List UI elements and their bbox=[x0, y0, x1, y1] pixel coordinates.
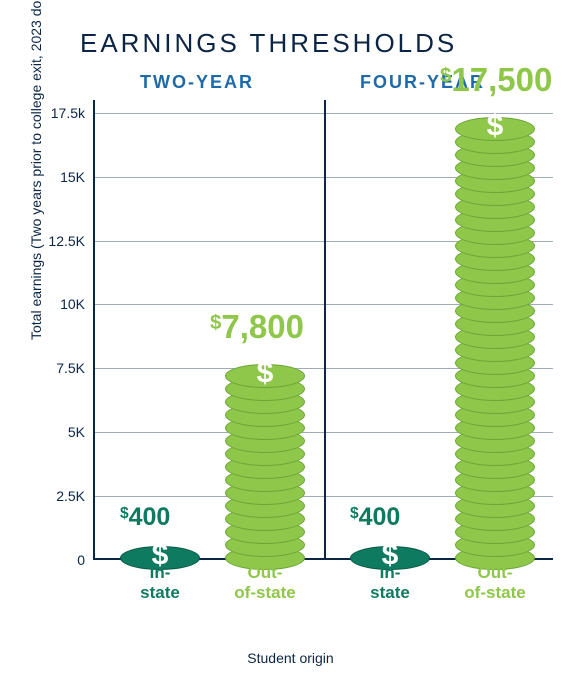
y-axis-label: Total earnings (Two years prior to colle… bbox=[28, 0, 44, 340]
plot-area: 02.5K5K7.5K10K12.5K15K17.5k$400In-state$… bbox=[68, 100, 558, 590]
y-tick-label: 2.5K bbox=[56, 488, 85, 504]
y-tick-label: 17.5k bbox=[51, 105, 85, 121]
category-label: Out-of-state bbox=[215, 563, 315, 602]
panel-divider bbox=[324, 100, 326, 560]
y-tick-label: 7.5K bbox=[56, 360, 85, 376]
y-tick-label: 10K bbox=[60, 296, 85, 312]
coin-top bbox=[225, 364, 305, 388]
panel-title-two-year: TWO-YEAR bbox=[140, 72, 254, 93]
value-label: $400 bbox=[120, 503, 170, 532]
category-label: In-state bbox=[110, 563, 210, 602]
coin-top bbox=[455, 117, 535, 141]
x-axis-label: Student origin bbox=[0, 650, 581, 666]
value-label: $17,500 bbox=[440, 61, 552, 99]
y-tick-label: 12.5K bbox=[48, 233, 85, 249]
chart-container: EARNINGS THRESHOLDS TWO-YEAR FOUR-YEAR T… bbox=[0, 0, 581, 680]
category-label: In-state bbox=[340, 563, 440, 602]
y-tick-label: 0 bbox=[77, 552, 85, 568]
chart-title: EARNINGS THRESHOLDS bbox=[80, 28, 457, 59]
value-label: $400 bbox=[350, 503, 400, 532]
category-label: Out-of-state bbox=[445, 563, 545, 602]
y-tick-label: 15K bbox=[60, 169, 85, 185]
value-label: $7,800 bbox=[210, 308, 304, 346]
y-tick-label: 5K bbox=[68, 424, 85, 440]
